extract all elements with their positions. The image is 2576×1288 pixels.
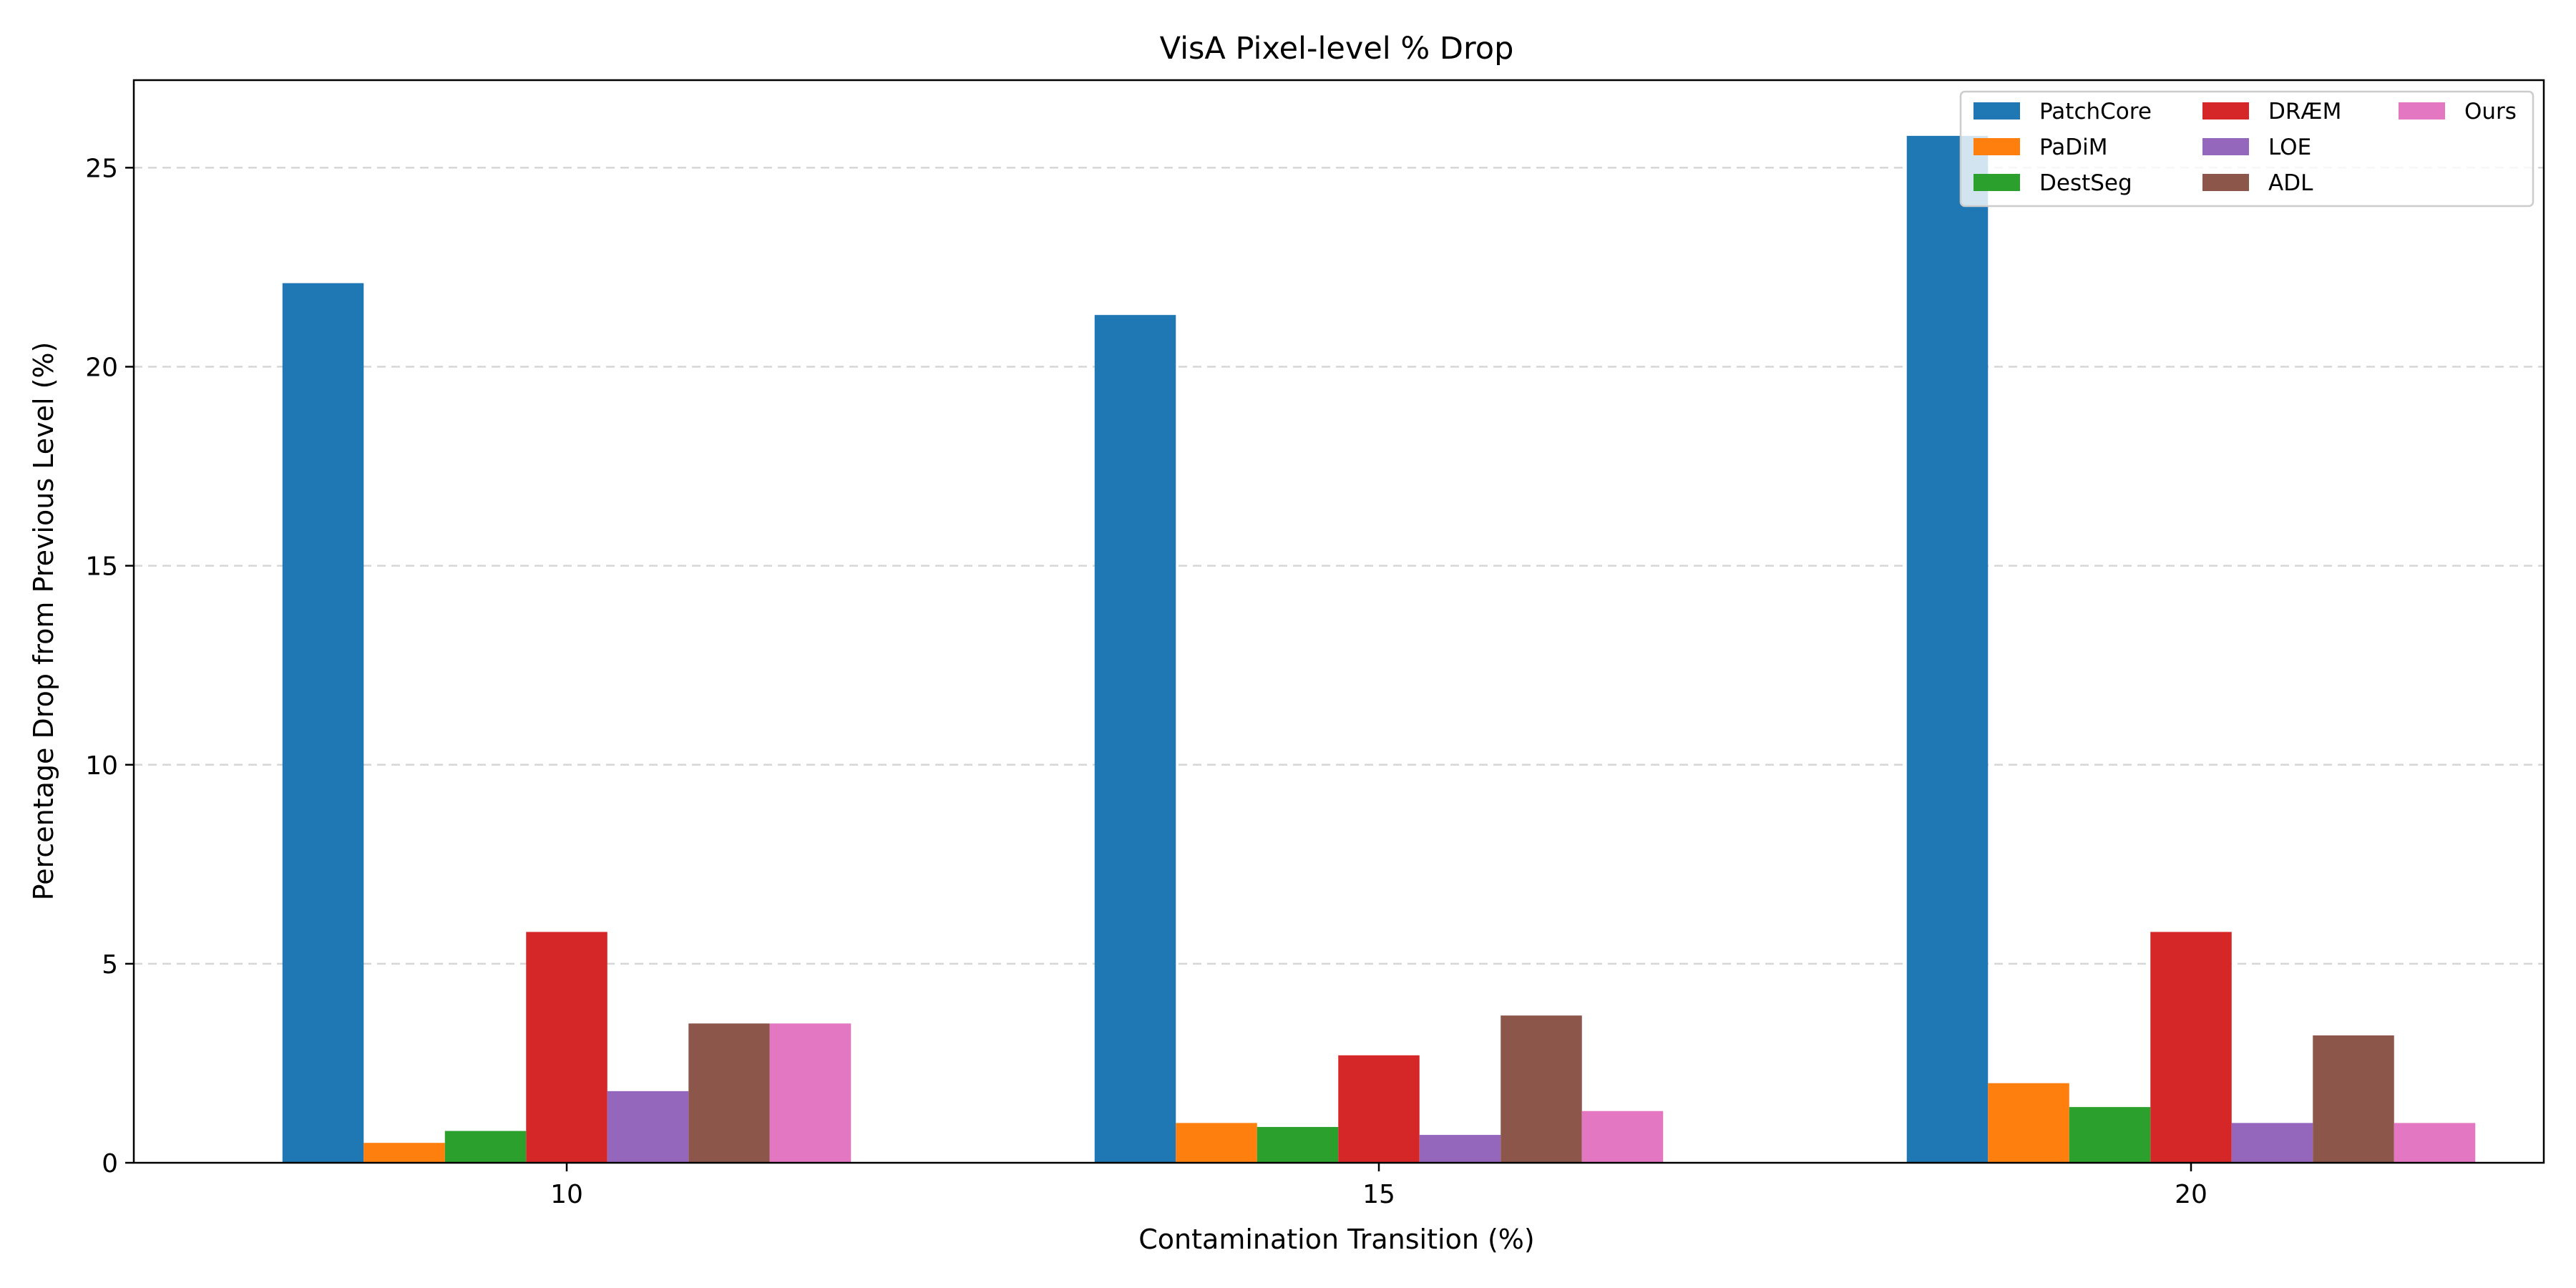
bar-ours-15 xyxy=(1581,1111,1664,1163)
grid-lines xyxy=(134,167,2544,965)
legend-label: PatchCore xyxy=(2039,99,2152,125)
bar-destseg-10 xyxy=(444,1131,527,1163)
legend-label: PaDiM xyxy=(2039,135,2108,160)
tick-labels: 0 5 10 15 20 25 10 15 20 xyxy=(85,154,2207,1209)
legend-label: DestSeg xyxy=(2039,170,2132,196)
legend-swatch xyxy=(1974,138,2020,155)
legend-item-loe: LOE xyxy=(2202,135,2311,160)
bar-ours-10 xyxy=(769,1023,852,1163)
bar-adl-20 xyxy=(2313,1035,2394,1163)
legend-item-destseg: DestSeg xyxy=(1974,170,2132,196)
x-axis-label: Contamination Transition (%) xyxy=(1138,1224,1534,1255)
bar-dr-m-20 xyxy=(2150,932,2232,1163)
x-tick-label: 20 xyxy=(2175,1180,2207,1209)
y-tick-label: 25 xyxy=(85,154,118,183)
y-axis-label: Percentage Drop from Previous Level (%) xyxy=(28,342,59,901)
bar-ours-20 xyxy=(2394,1123,2476,1163)
legend: PatchCore PaDiM DestSeg DRÆM LOE ADL Ours xyxy=(1959,90,2534,208)
legend-swatch xyxy=(2202,102,2249,119)
bar-destseg-20 xyxy=(2069,1107,2151,1163)
y-tick-label: 5 xyxy=(102,950,118,980)
bar-loe-10 xyxy=(607,1091,689,1163)
legend-swatch xyxy=(1974,174,2020,191)
y-tick-label: 0 xyxy=(102,1149,118,1179)
bar-padim-20 xyxy=(1988,1083,2069,1163)
bar-dr-m-10 xyxy=(526,932,608,1163)
y-tick-label: 20 xyxy=(85,353,118,383)
bar-padim-15 xyxy=(1176,1123,1257,1163)
bar-destseg-15 xyxy=(1257,1126,1339,1163)
bar-patchcore-20 xyxy=(1906,135,1989,1163)
bar-adl-10 xyxy=(688,1023,770,1163)
legend-item-adl: ADL xyxy=(2202,170,2313,196)
legend-label: LOE xyxy=(2268,135,2311,160)
legend-label: Ours xyxy=(2464,99,2517,125)
bar-patchcore-10 xyxy=(282,283,364,1163)
axes xyxy=(132,79,2545,1164)
legend-item-dr-m: DRÆM xyxy=(2202,99,2341,125)
legend-label: DRÆM xyxy=(2268,99,2341,125)
legend-swatch xyxy=(2202,174,2249,191)
bar-padim-10 xyxy=(364,1143,445,1163)
x-tick-label: 10 xyxy=(550,1180,583,1209)
legend-swatch xyxy=(2202,138,2249,155)
x-tick-label: 15 xyxy=(1362,1180,1395,1209)
y-tick-label: 15 xyxy=(85,552,118,582)
legend-item-padim: PaDiM xyxy=(1974,135,2108,160)
bar-loe-20 xyxy=(2231,1123,2313,1163)
legend-label: ADL xyxy=(2268,170,2313,196)
legend-swatch xyxy=(2399,102,2445,119)
plot-frame xyxy=(132,79,2545,1164)
legend-swatch xyxy=(1974,102,2020,119)
legend-item-patchcore: PatchCore xyxy=(1974,99,2152,125)
bar-dr-m-15 xyxy=(1338,1055,1420,1163)
bars xyxy=(282,135,2476,1163)
y-tick-label: 10 xyxy=(85,751,118,781)
bar-loe-15 xyxy=(1419,1135,1501,1163)
bar-patchcore-15 xyxy=(1094,315,1176,1163)
bar-adl-15 xyxy=(1501,1015,1582,1163)
chart-title: VisA Pixel-level % Drop xyxy=(1160,31,1514,67)
legend-item-ours: Ours xyxy=(2399,99,2517,125)
